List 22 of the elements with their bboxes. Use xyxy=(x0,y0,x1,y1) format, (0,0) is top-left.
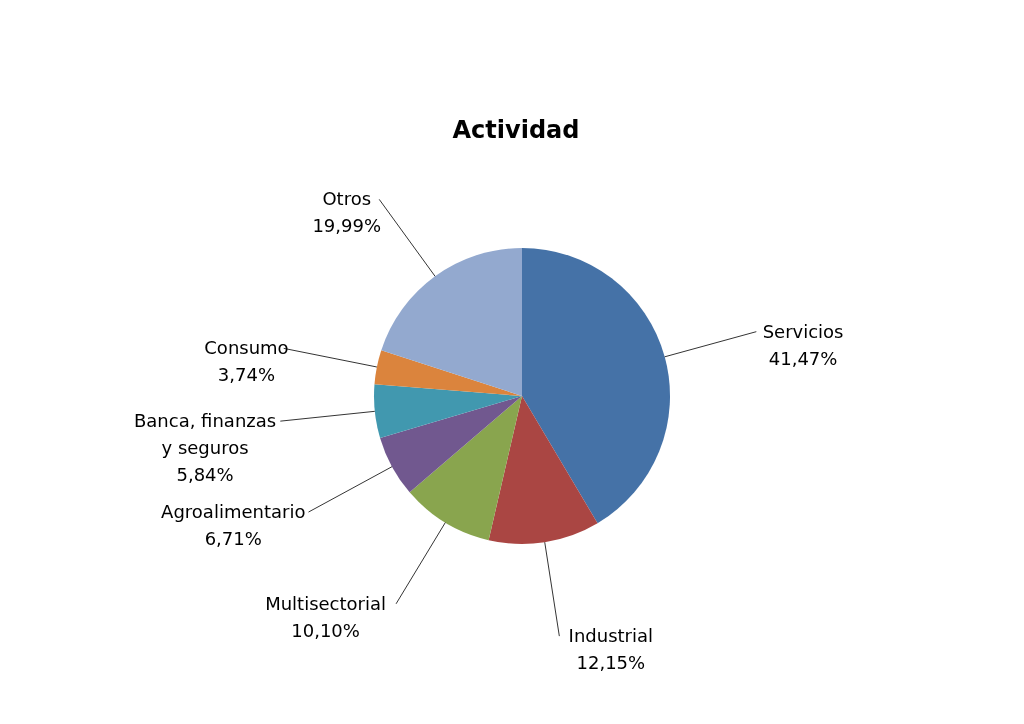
pie-slice xyxy=(374,384,522,438)
slice-label: Industrial xyxy=(568,625,654,647)
pie-slice xyxy=(522,248,670,524)
pie-slice xyxy=(381,248,522,396)
pie-slice xyxy=(409,396,522,541)
slice-label: Banca, finanzas y seguros xyxy=(133,410,277,459)
data-label: 5,84% xyxy=(176,464,234,486)
pie-slice xyxy=(374,350,522,396)
slice-label: Servicios xyxy=(762,320,844,342)
data-label: 10,10% xyxy=(291,619,360,641)
chart-title: Actividad xyxy=(452,116,580,144)
slice-label: Consumo xyxy=(204,337,289,359)
data-label: 41,47% xyxy=(768,347,838,369)
pie-slice xyxy=(488,396,598,544)
slice-label: Agroalimentario xyxy=(161,501,306,523)
slice-label: Multisectorial xyxy=(265,592,387,614)
data-label: 6,71% xyxy=(204,528,262,550)
data-label: 3,74% xyxy=(217,364,276,386)
pie-slice xyxy=(380,396,522,493)
slice-label: Otros xyxy=(322,188,372,210)
data-label: 19,99% xyxy=(312,215,382,237)
data-label: 12,15% xyxy=(576,652,646,674)
